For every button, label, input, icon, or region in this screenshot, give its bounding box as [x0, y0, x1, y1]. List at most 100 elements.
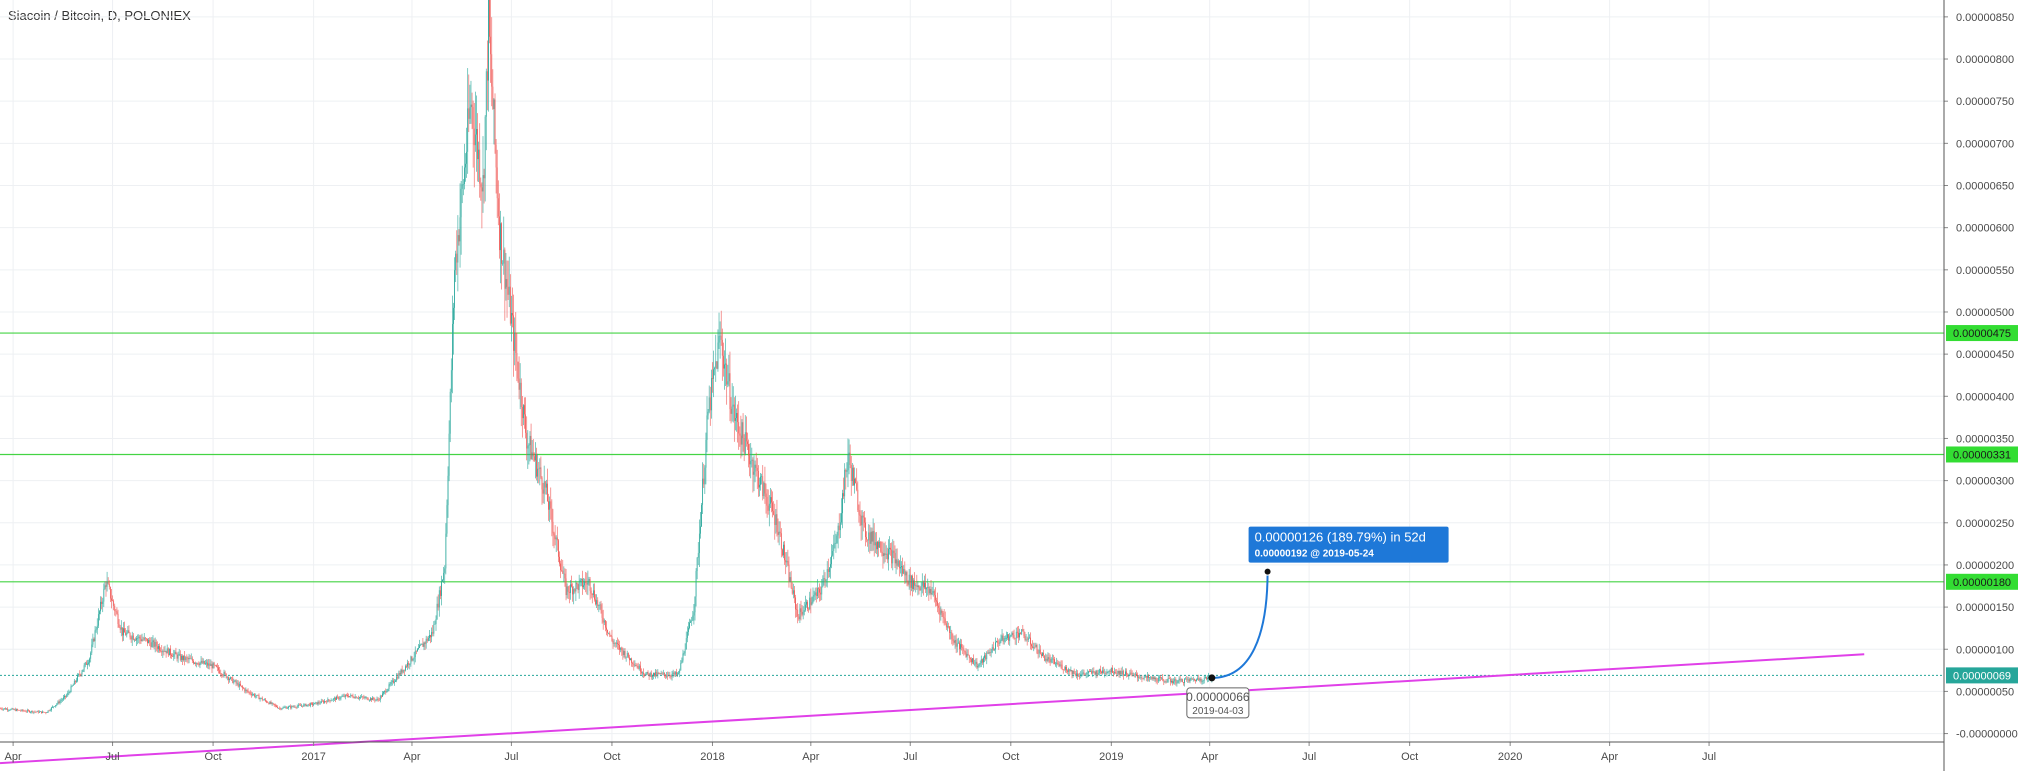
candle-body: [1152, 677, 1154, 679]
candle-body: [234, 680, 236, 682]
candle-body: [198, 664, 200, 666]
candle-body: [92, 638, 94, 645]
candle-body: [983, 657, 984, 663]
candle-body: [603, 620, 605, 623]
candle-body: [622, 650, 624, 655]
candle-body: [161, 651, 163, 653]
candle-body: [375, 699, 377, 701]
candle-body: [673, 672, 675, 675]
candle-body: [532, 452, 534, 457]
candle-body: [1080, 674, 1082, 676]
candle-body: [1202, 680, 1204, 682]
candle-body: [70, 686, 72, 692]
candle-body: [79, 674, 81, 675]
candle-body: [393, 680, 394, 683]
candle-body: [221, 673, 223, 676]
candle-body: [382, 693, 383, 697]
x-tick-label: Oct: [603, 751, 620, 763]
candle-body: [250, 693, 252, 696]
candle-body: [678, 672, 679, 674]
candle-body: [582, 578, 583, 588]
candle-body: [1166, 681, 1168, 683]
candle-body: [453, 307, 454, 324]
candle-body: [1130, 672, 1132, 674]
candle-body: [795, 597, 796, 610]
candle-body: [843, 493, 844, 497]
candle-body: [43, 711, 45, 713]
candle-body: [831, 555, 832, 565]
candle-body: [754, 464, 756, 472]
candle-body: [362, 696, 364, 698]
candle-body: [147, 638, 148, 644]
candle-body: [346, 694, 347, 696]
trend-line[interactable]: [0, 653, 1865, 765]
candle-body: [484, 116, 486, 179]
candle-body: [1020, 633, 1022, 635]
candle-body: [391, 680, 393, 682]
candle-body: [891, 549, 893, 564]
candle-body: [1121, 670, 1123, 675]
candle-body: [129, 633, 131, 638]
candle-body: [119, 627, 121, 630]
candle-body: [45, 712, 47, 714]
candle-body: [360, 697, 361, 698]
candle-body: [945, 623, 947, 628]
horizontal-levels[interactable]: [0, 332, 1944, 676]
candle-body: [206, 662, 207, 664]
candle-body: [344, 694, 346, 697]
candle-body: [556, 537, 558, 541]
candle-body: [903, 569, 905, 574]
candle-body: [601, 610, 603, 618]
candle-body: [937, 601, 938, 606]
candle-body: [1, 708, 3, 710]
candle-body: [554, 535, 556, 540]
candle-body: [163, 650, 165, 652]
candle-body: [776, 514, 778, 533]
candle-body: [427, 637, 429, 641]
candle-body: [850, 464, 852, 482]
candle-body: [368, 699, 370, 701]
candle-body: [723, 355, 724, 369]
candle-body: [185, 657, 187, 661]
candle-body: [1159, 677, 1160, 678]
candle-body: [838, 525, 840, 531]
candle-body: [444, 568, 446, 573]
candle-body: [1042, 652, 1043, 657]
candle-body: [829, 567, 830, 572]
projection[interactable]: 0.00000126 (189.79%) in 52d 0.00000192 @ …: [1186, 526, 1449, 719]
candle-body: [494, 99, 496, 145]
candle-body: [733, 404, 735, 421]
candle-body: [947, 626, 948, 628]
candle-body: [289, 706, 290, 707]
candle-body: [901, 566, 902, 568]
candle-body: [1031, 644, 1032, 647]
candle-body: [373, 697, 375, 700]
x-tick-label: Oct: [1002, 751, 1019, 763]
candle-body: [338, 696, 340, 699]
candle-body: [329, 700, 331, 702]
candle-body: [1106, 671, 1108, 674]
candle-body: [399, 673, 401, 675]
candle-body: [999, 641, 1001, 644]
candle-body: [990, 652, 992, 653]
candle-body: [65, 695, 66, 697]
candle-body: [167, 648, 169, 656]
candle-body: [477, 129, 478, 160]
candle-body: [372, 697, 374, 701]
candle-body: [53, 706, 54, 708]
candle-body: [667, 675, 669, 677]
candle-body: [231, 677, 233, 678]
candle-body: [736, 413, 737, 419]
candle-body: [870, 531, 872, 544]
candle-body: [824, 578, 826, 581]
candle-body: [968, 655, 970, 659]
candle-body: [867, 539, 869, 541]
candle-body: [884, 553, 886, 555]
candle-body: [730, 409, 732, 414]
candle-body: [386, 691, 388, 693]
candle-body: [1010, 635, 1012, 637]
candle-body: [511, 313, 512, 324]
candle-body: [1012, 632, 1014, 636]
candle-body: [506, 279, 508, 287]
